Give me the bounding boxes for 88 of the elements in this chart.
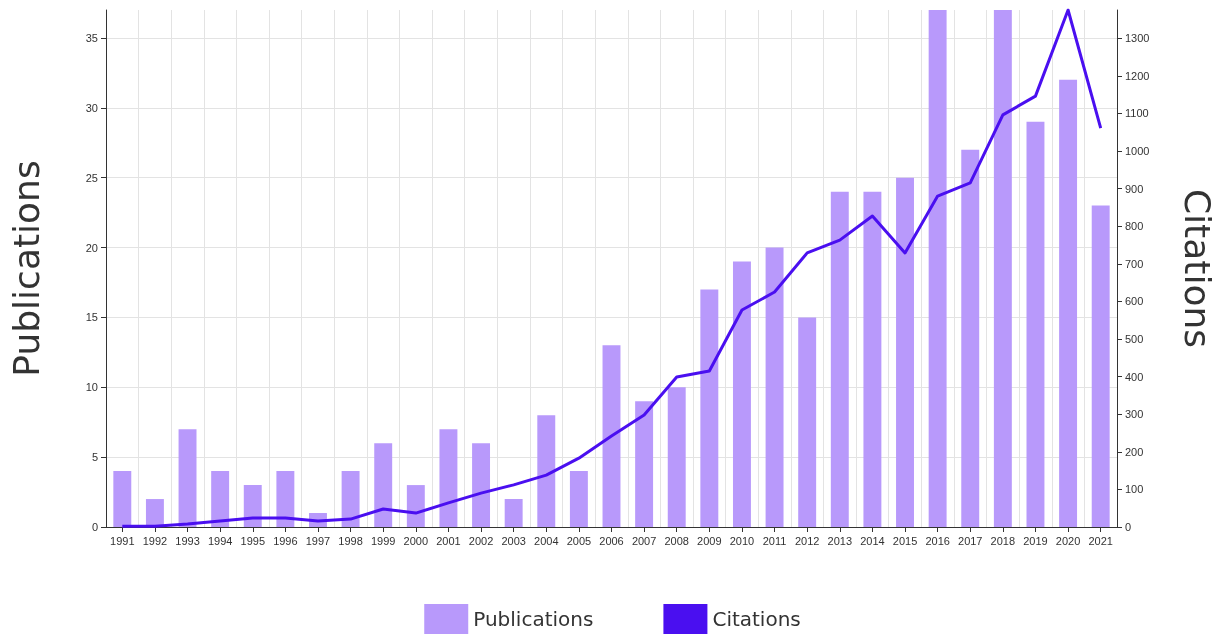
y2-tick-label: 1300 [1125,32,1150,45]
bar [472,443,491,527]
x-tick-label: 2007 [631,534,657,547]
bar [1091,205,1110,527]
x-tick-label: 2006 [599,534,624,547]
bar [374,443,393,527]
x-tick-label: 2012 [794,534,820,547]
bar [145,499,164,527]
y2-tick-label: 600 [1125,295,1144,308]
x-tick-label: 2015 [892,534,918,547]
y-tick-label: 0 [91,521,98,533]
bar [863,191,882,527]
x-tick-label: 1997 [305,534,331,547]
bar [178,429,197,527]
x-tick-label: 1991 [110,534,135,547]
bar [341,471,360,527]
y2-tick-label: 900 [1125,182,1144,195]
x-tick-label: 1996 [273,534,298,547]
x-tick-label: 2013 [827,534,853,547]
bar [896,177,914,527]
y2-tick-label: 1000 [1125,145,1150,157]
bar [211,471,230,527]
bar [569,471,588,527]
bar [1026,121,1045,527]
x-tick-label: 2019 [1023,534,1048,547]
y2-tick-label: 300 [1125,408,1144,421]
bar [113,471,132,527]
bar [537,415,556,527]
y2-axis-title: Citations [1176,188,1218,349]
y2-tick-label: 700 [1125,257,1144,270]
bar [732,261,751,527]
x-tick-label: 1994 [207,534,233,547]
x-tick-label: 1992 [142,534,168,547]
y2-tick-label: 400 [1125,370,1144,383]
x-tick-label: 2005 [566,534,592,547]
legend-label: Publications [473,607,594,631]
bar [961,149,980,527]
y2-tick-label: 800 [1125,220,1144,233]
bar [276,471,295,527]
y-tick-label: 30 [85,101,98,114]
x-tick-label: 1999 [370,534,396,547]
x-tick-label: 2018 [990,534,1016,547]
x-tick-label: 2014 [860,534,885,547]
bar [406,485,425,527]
bar [928,10,947,527]
x-tick-label: 2017 [958,534,983,547]
y2-tick-label: 1100 [1125,107,1149,120]
x-tick-label: 2021 [1088,534,1113,547]
bar [504,499,523,527]
bar [1059,79,1078,527]
y2-tick-label: 0 [1125,521,1132,533]
x-tick-label: 2003 [501,534,526,547]
bar [635,401,654,527]
bar [602,345,621,527]
bar [993,10,1012,527]
bar [667,387,686,527]
y-tick-label: 25 [85,171,98,184]
x-tick-label: 1998 [338,534,363,547]
legend-label: Citations [712,607,801,631]
x-tick-label: 2004 [534,534,559,547]
x-tick-label: 2000 [403,534,429,547]
line-series [120,8,1103,528]
y2-tick-label: 1200 [1125,69,1150,82]
y2-tick-label: 500 [1125,333,1144,345]
x-tick-label: 2002 [468,534,494,547]
bar [830,191,849,527]
bar [798,317,817,527]
y2-tick-label: 100 [1125,483,1144,496]
y-tick-label: 10 [85,381,98,394]
bar [243,485,262,527]
x-tick-label: 2011 [762,534,787,547]
bar [765,247,784,527]
y-tick-label: 5 [91,451,98,464]
x-tick-label: 2016 [925,534,950,547]
x-tick-label: 2008 [664,534,689,547]
bar [439,429,458,527]
y-tick-label: 15 [85,311,98,324]
x-tick-label: 1993 [175,534,200,547]
y-tick-label: 35 [85,31,98,44]
y2-tick-label: 200 [1125,445,1144,458]
x-tick-label: 2010 [729,534,755,547]
x-tick-label: 1995 [240,534,265,547]
bar [700,289,719,527]
x-tick-label: 2001 [436,534,461,547]
y-axis-title: Publications [5,160,47,377]
y-tick-label: 20 [85,241,98,254]
x-tick-label: 2020 [1055,534,1081,547]
x-tick-label: 2009 [697,534,722,547]
